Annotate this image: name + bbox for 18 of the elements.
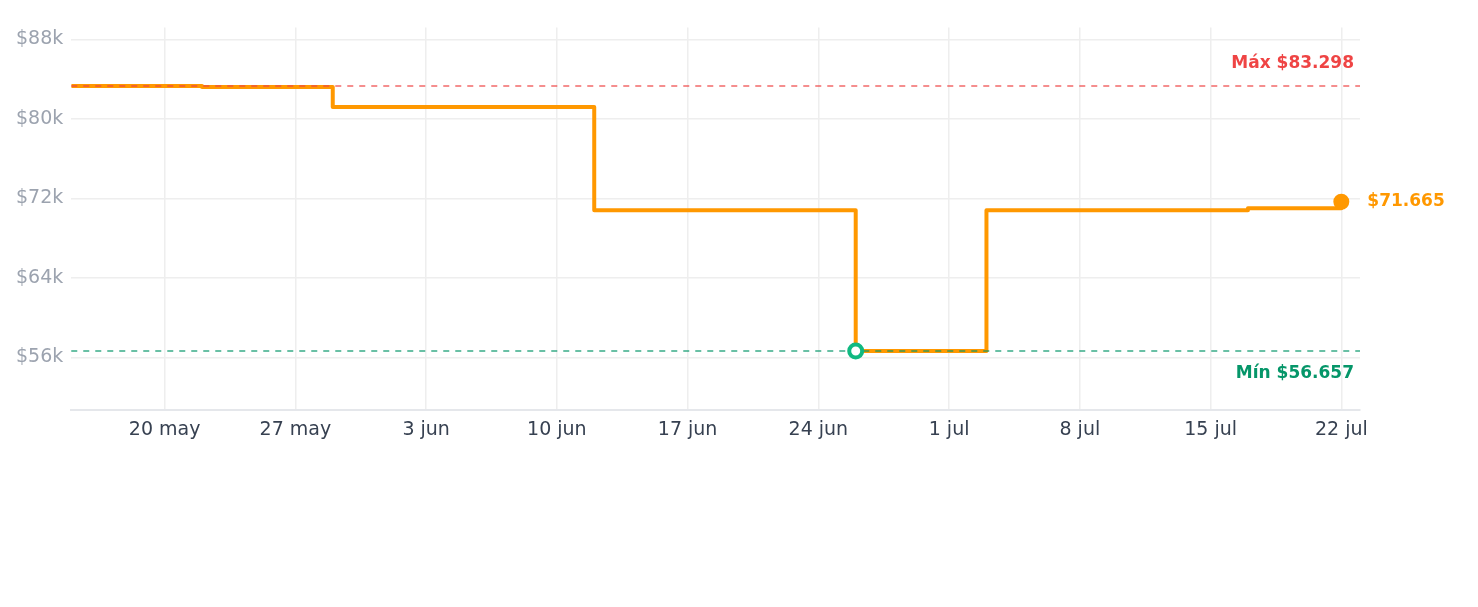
x-tick-label: 22 jul [1314, 416, 1368, 439]
x-tick-label: 17 jun [657, 416, 718, 439]
y-tick-label: $88k [15, 26, 64, 49]
data-label: $71.665 [1367, 190, 1445, 211]
y-tick-label: $64k [15, 264, 64, 287]
x-tick-label: 3 jun [402, 416, 450, 439]
y-tick-label: $56k [15, 344, 64, 367]
x-tick-label: 20 may [128, 416, 201, 439]
x-tick-label: 8 jul [1059, 416, 1101, 439]
x-tick-label: 10 jun [527, 416, 587, 439]
x-tick-label: 15 jul [1184, 416, 1237, 439]
y-tick-label: $80k [15, 105, 64, 128]
x-tick-label: 27 may [259, 416, 332, 439]
x-tick-label: 1 jul [928, 416, 970, 439]
ref-line-label: Mín $56.657 [1235, 361, 1354, 382]
ref-line-label: Máx $83.298 [1231, 52, 1354, 72]
y-tick-label: $72k [15, 185, 64, 208]
x-tick-label: 24 jun [788, 416, 849, 439]
